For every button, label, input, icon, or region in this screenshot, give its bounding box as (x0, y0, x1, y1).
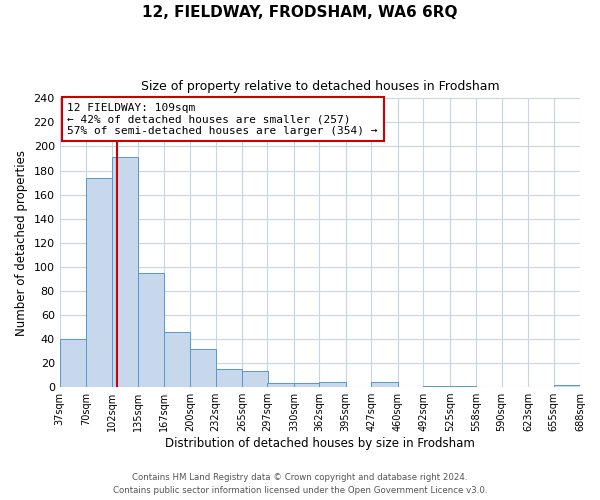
Bar (164, 332, 190, 387)
Text: 12, FIELDWAY, FRODSHAM, WA6 6RQ: 12, FIELDWAY, FRODSHAM, WA6 6RQ (142, 5, 458, 20)
Bar (319, 382, 346, 387)
Bar (112, 158, 138, 387)
Bar (86, 178, 112, 387)
Bar (242, 372, 268, 387)
Text: Contains HM Land Registry data © Crown copyright and database right 2024.
Contai: Contains HM Land Registry data © Crown c… (113, 474, 487, 495)
Bar (138, 273, 164, 387)
Bar (424, 386, 450, 387)
Bar (371, 382, 398, 387)
Title: Size of property relative to detached houses in Frodsham: Size of property relative to detached ho… (140, 80, 499, 93)
Y-axis label: Number of detached properties: Number of detached properties (15, 150, 28, 336)
Bar (215, 369, 242, 387)
Bar (59, 339, 86, 387)
X-axis label: Distribution of detached houses by size in Frodsham: Distribution of detached houses by size … (165, 437, 475, 450)
Bar (450, 386, 476, 387)
Bar (268, 384, 294, 387)
Bar (294, 384, 320, 387)
Bar (190, 348, 217, 387)
Text: 12 FIELDWAY: 109sqm
← 42% of detached houses are smaller (257)
57% of semi-detac: 12 FIELDWAY: 109sqm ← 42% of detached ho… (67, 102, 378, 136)
Bar (554, 384, 580, 387)
